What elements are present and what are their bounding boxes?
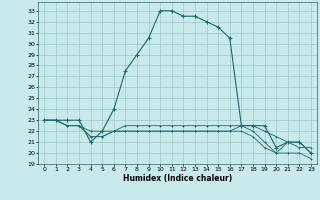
X-axis label: Humidex (Indice chaleur): Humidex (Indice chaleur) [123, 174, 232, 183]
